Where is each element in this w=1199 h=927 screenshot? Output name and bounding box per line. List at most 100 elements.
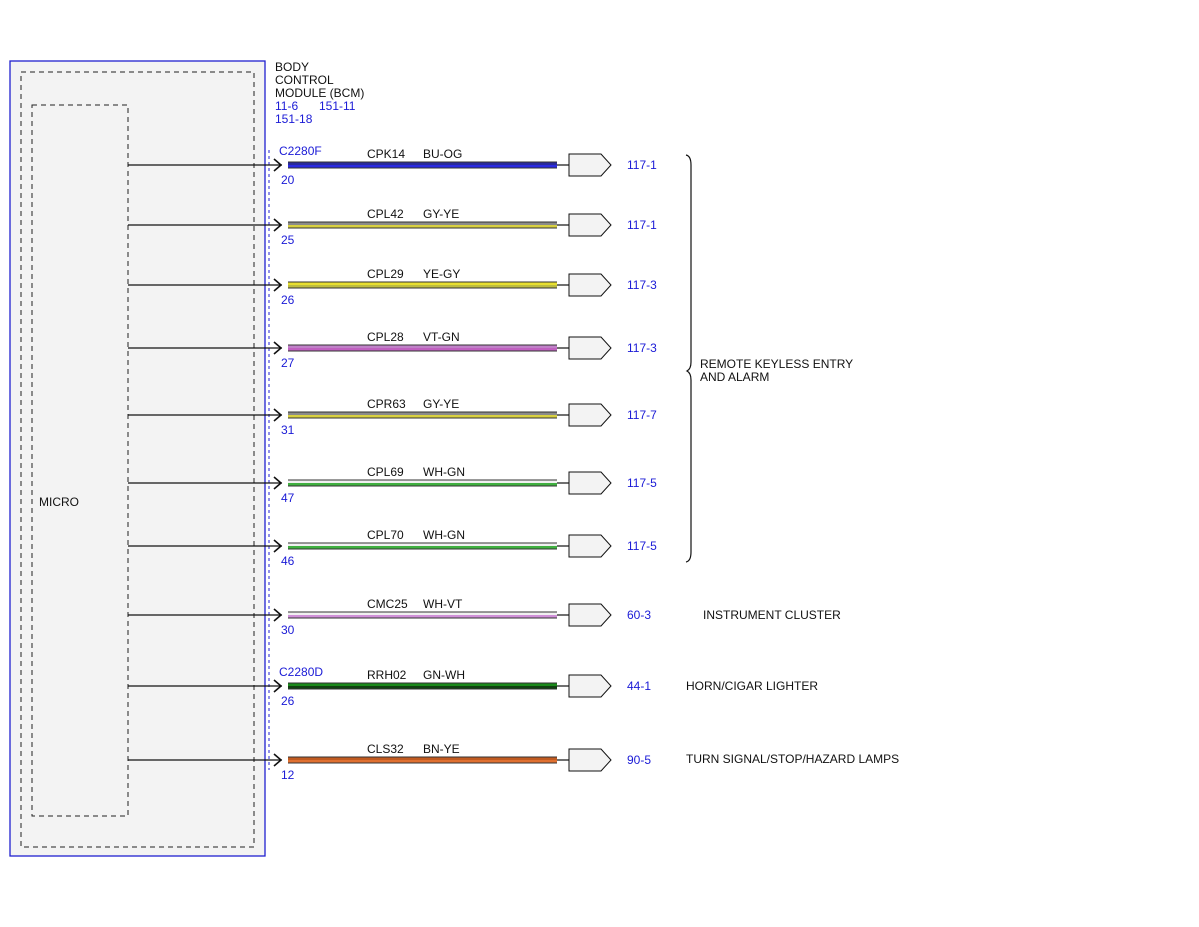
wire-color-code: BN-YE — [423, 742, 460, 756]
group-brace — [685, 154, 692, 563]
circuit-row: 31 CPR63 GY-YE 117-7 — [128, 397, 657, 437]
destination-label-rke-line-1: REMOTE KEYLESS ENTRY — [700, 357, 853, 371]
circuit-row: 26 RRH02 GN-WH 44-1 C2280D — [128, 665, 651, 708]
circuit-row: 12 CLS32 BN-YE 90-5 — [128, 742, 651, 782]
off-page-connector-shape — [568, 403, 612, 427]
page-ref-link[interactable]: 117-3 — [627, 341, 657, 355]
module-ref-3: 151-18 — [275, 112, 313, 126]
circuit-id: CLS32 — [367, 742, 404, 756]
pin-number: 27 — [281, 356, 295, 370]
wire-stripe-secondary — [288, 225, 557, 228]
wire-stripe-secondary — [288, 348, 557, 351]
module-title-line-3: MODULE (BCM) — [275, 86, 364, 100]
wire-color-code: YE-GY — [423, 267, 460, 281]
module-title-line-1: BODY — [275, 60, 309, 74]
destination-label-horn: HORN/CIGAR LIGHTER — [686, 679, 818, 693]
wire-color-code: GN-WH — [423, 668, 465, 682]
wire-stripe-secondary — [288, 686, 557, 689]
off-page-connector-shape — [568, 534, 612, 558]
wire-stripe-primary — [288, 683, 557, 686]
wire-stripe-primary — [288, 757, 557, 760]
circuit-id: CMC25 — [367, 597, 408, 611]
wire-stripe-primary — [288, 282, 557, 285]
off-page-connector-shape — [568, 748, 612, 772]
circuit-id: CPK14 — [367, 147, 405, 161]
destination-label-rke-line-2: AND ALARM — [700, 370, 769, 384]
wire-stripe-primary — [288, 612, 557, 615]
module-ref-2: 151-11 — [319, 99, 356, 113]
circuit-row: 47 CPL69 WH-GN 117-5 — [128, 465, 657, 505]
wire-stripe-secondary — [288, 415, 557, 418]
destination-label-instrument-cluster: INSTRUMENT CLUSTER — [703, 608, 841, 622]
wire-stripe-secondary — [288, 615, 557, 618]
pin-number: 47 — [281, 491, 295, 505]
wire-stripe-primary — [288, 222, 557, 225]
circuit-id: CPL70 — [367, 528, 404, 542]
wire-color-code: WH-GN — [423, 465, 465, 479]
circuits-layer: 20 CPK14 BU-OG 117-1 C2280F 25 CPL42 GY-YE 117-1… — [128, 144, 657, 782]
off-page-connector-shape — [568, 213, 612, 237]
page-ref-link[interactable]: 90-5 — [627, 753, 651, 767]
wire-stripe-primary — [288, 480, 557, 483]
page-ref-link[interactable]: 117-7 — [627, 408, 657, 422]
circuit-id: CPL42 — [367, 207, 404, 221]
off-page-connector-shape — [568, 336, 612, 360]
wire-stripe-secondary — [288, 546, 557, 549]
pin-number: 46 — [281, 554, 295, 568]
off-page-connector-shape — [568, 674, 612, 698]
pin-number: 30 — [281, 623, 295, 637]
pin-number: 25 — [281, 233, 295, 247]
connector-name: C2280D — [279, 665, 323, 679]
wire-color-code: WH-VT — [423, 597, 463, 611]
page-ref-link[interactable]: 117-5 — [627, 476, 657, 490]
circuit-id: CPL29 — [367, 267, 404, 281]
off-page-connector-shape — [568, 603, 612, 627]
wire-stripe-secondary — [288, 165, 557, 168]
micro-dashed-box — [31, 104, 129, 817]
pin-number: 26 — [281, 694, 295, 708]
wire-stripe-primary — [288, 543, 557, 546]
page-ref-link[interactable]: 60-3 — [627, 608, 651, 622]
bcm-module-box — [9, 60, 266, 857]
wire-color-code: BU-OG — [423, 147, 462, 161]
wire-stripe-primary — [288, 412, 557, 415]
off-page-connector-shape — [568, 273, 612, 297]
connector-pin-arrow — [273, 341, 283, 355]
pin-number: 31 — [281, 423, 295, 437]
wire-stripe-primary — [288, 345, 557, 348]
connector-name: C2280F — [279, 144, 322, 158]
connector-pin-arrow — [273, 158, 283, 172]
module-ref-1: 11-6 — [275, 99, 298, 113]
page-ref-link[interactable]: 117-1 — [627, 218, 657, 232]
circuit-row: 46 CPL70 WH-GN 117-5 — [128, 528, 657, 568]
connector-pin-arrow — [273, 539, 283, 553]
circuit-id: CPR63 — [367, 397, 406, 411]
wire-stripe-secondary — [288, 483, 557, 486]
wire-color-code: GY-YE — [423, 397, 459, 411]
wire-stripe-secondary — [288, 760, 557, 763]
connector-pin-arrow — [273, 218, 283, 232]
connector-pin-arrow — [273, 753, 283, 767]
page-ref-link[interactable]: 117-3 — [627, 278, 657, 292]
off-page-connector-shape — [568, 153, 612, 177]
page-ref-link[interactable]: 117-5 — [627, 539, 657, 553]
connector-pin-arrow — [273, 408, 283, 422]
connector-pin-arrow — [273, 278, 283, 292]
connector-pin-arrow — [273, 476, 283, 490]
destination-label-turn-signal: TURN SIGNAL/STOP/HAZARD LAMPS — [686, 752, 899, 766]
off-page-connector-shape — [568, 471, 612, 495]
page-ref-link[interactable]: 117-1 — [627, 158, 657, 172]
circuit-row: 25 CPL42 GY-YE 117-1 — [128, 207, 657, 247]
wire-color-code: VT-GN — [423, 330, 460, 344]
circuit-id: RRH02 — [367, 668, 407, 682]
connector-pin-arrow — [273, 608, 283, 622]
circuit-row: 27 CPL28 VT-GN 117-3 — [128, 330, 657, 370]
circuit-row: 26 CPL29 YE-GY 117-3 — [128, 267, 657, 307]
wire-color-code: WH-GN — [423, 528, 465, 542]
module-title-line-2: CONTROL — [275, 73, 334, 87]
page-ref-link[interactable]: 44-1 — [627, 679, 651, 693]
wire-color-code: GY-YE — [423, 207, 459, 221]
pin-number: 26 — [281, 293, 295, 307]
wire-stripe-secondary — [288, 285, 557, 288]
